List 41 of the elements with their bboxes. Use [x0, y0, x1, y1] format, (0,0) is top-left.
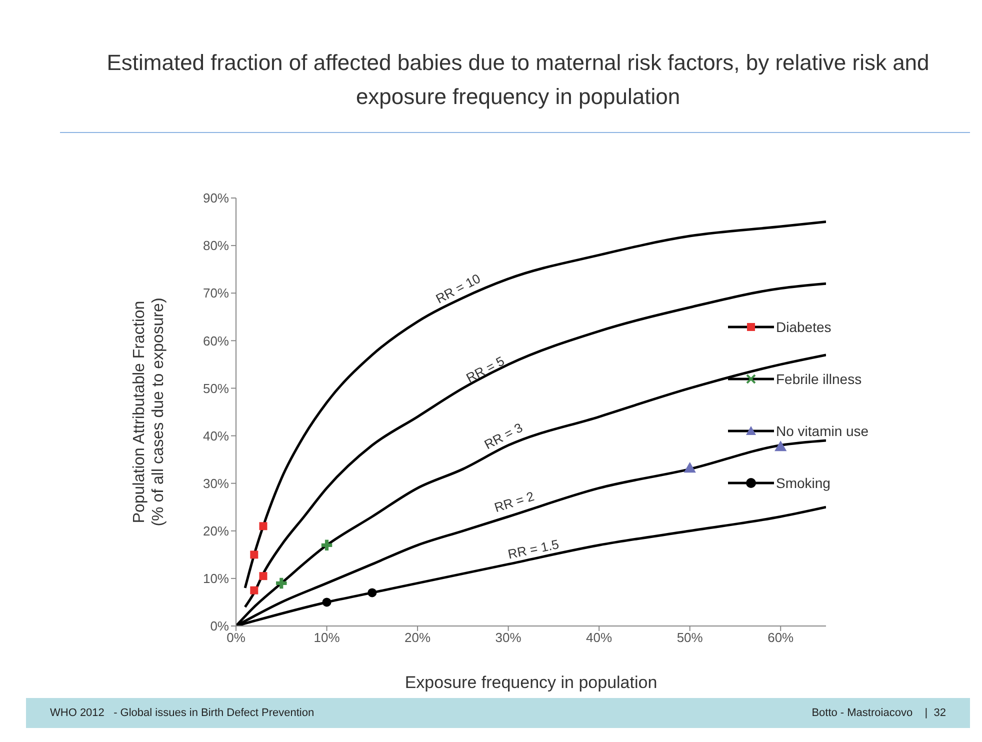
chart-title: Estimated fraction of affected babies due to maternal risk factors, by relative risk and exposure frequency in population — [106, 50, 930, 109]
legend-label: Febrile illness — [776, 371, 862, 387]
y-tick-label: 90% — [202, 190, 230, 206]
x-tick-label: 0% — [226, 630, 246, 646]
x-tick-label: 10% — [314, 630, 340, 646]
y-axis-title: Population Attributable Fraction (% of all cases due to exposure) — [131, 298, 167, 526]
x-tick-label: 30% — [495, 630, 522, 646]
y-tick-label: 70% — [202, 286, 230, 301]
y-tick-label: 0% — [210, 618, 230, 634]
point — [250, 550, 258, 559]
point — [259, 522, 268, 530]
y-tick-label: 60% — [202, 333, 230, 348]
point — [250, 586, 258, 594]
point — [321, 540, 332, 551]
y-tick-label: 40% — [202, 428, 230, 444]
point — [322, 598, 332, 607]
y-tick-label: 10% — [202, 571, 230, 586]
y-tick-label: 80% — [202, 238, 230, 254]
y-tick-label: 50% — [202, 380, 230, 396]
annotation: RR = 10 — [433, 270, 483, 306]
annotation: RR = 2 — [492, 488, 536, 516]
x-tick-label: 40% — [586, 630, 613, 646]
legend-label: Smoking — [776, 475, 830, 491]
text: Botto - Mastroiacovo | 32 — [812, 707, 946, 719]
point — [774, 440, 787, 452]
annotation: RR = 5 — [464, 353, 507, 386]
point — [684, 462, 696, 473]
text: WHO 2012 - Global issues in Birth Defect Prevention — [50, 707, 314, 719]
y-tick-label: 20% — [202, 524, 230, 539]
annotation: RR = 1.5 — [506, 536, 560, 562]
x-tick-label: 50% — [676, 630, 704, 646]
point — [259, 572, 268, 580]
point — [368, 588, 377, 598]
x-tick-label: 60% — [768, 630, 794, 646]
x-tick-label: 20% — [404, 630, 431, 646]
y-tick-label: 30% — [202, 476, 230, 491]
legend-label: Diabetes — [776, 319, 832, 335]
legend-label: No vitamin use — [776, 423, 869, 439]
x-axis-title: Exposure frequency in population — [404, 673, 658, 692]
point — [276, 578, 287, 589]
annotation: RR = 3 — [482, 420, 525, 452]
